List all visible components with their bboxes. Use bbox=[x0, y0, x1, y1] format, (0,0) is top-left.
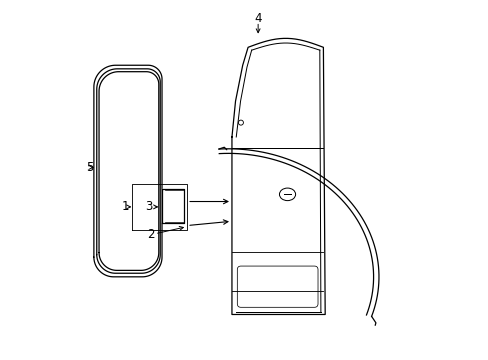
Text: 4: 4 bbox=[254, 12, 262, 25]
Ellipse shape bbox=[279, 188, 295, 201]
Text: 5: 5 bbox=[86, 161, 93, 174]
Text: 1: 1 bbox=[122, 201, 129, 213]
Text: 2: 2 bbox=[146, 228, 154, 241]
Polygon shape bbox=[162, 189, 183, 223]
Text: 3: 3 bbox=[144, 201, 152, 213]
